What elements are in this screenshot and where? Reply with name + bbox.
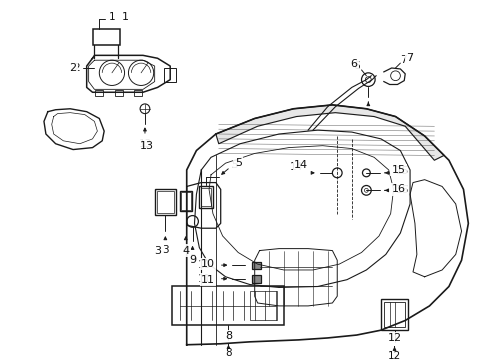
Text: 13: 13 [140, 141, 154, 151]
Text: 15: 15 [390, 165, 405, 175]
Text: 11: 11 [197, 274, 210, 284]
Bar [115, 90, 122, 96]
Text: 4: 4 [182, 244, 189, 255]
Text: 5: 5 [234, 158, 241, 168]
Text: 8: 8 [224, 348, 231, 359]
Text: 16: 16 [395, 185, 408, 195]
Bar [380, 299, 407, 330]
Text: 15: 15 [395, 166, 408, 176]
Text: 6: 6 [353, 61, 359, 71]
Text: 1: 1 [122, 12, 129, 22]
Text: 10: 10 [198, 260, 210, 270]
Text: 7: 7 [406, 53, 413, 63]
Bar [92, 29, 120, 45]
Bar [95, 90, 103, 96]
Text: 12: 12 [386, 333, 401, 343]
Bar [134, 90, 142, 96]
Text: 2: 2 [74, 63, 80, 73]
Bar [172, 287, 283, 325]
Text: 12: 12 [387, 351, 400, 360]
Text: 14: 14 [294, 160, 308, 170]
Text: 5: 5 [230, 160, 237, 170]
Bar [199, 186, 212, 208]
Polygon shape [215, 105, 443, 160]
Text: 9: 9 [188, 255, 196, 265]
Bar [251, 262, 261, 269]
Text: 9: 9 [189, 254, 196, 264]
Text: 6: 6 [349, 59, 357, 69]
Bar [156, 191, 174, 213]
Text: 3: 3 [162, 244, 168, 255]
Text: 7: 7 [399, 55, 406, 65]
Text: 3: 3 [154, 246, 161, 256]
Bar [180, 191, 191, 211]
Bar [154, 189, 176, 215]
Text: 2: 2 [69, 63, 77, 73]
Text: 14: 14 [289, 162, 303, 172]
Bar [383, 302, 405, 327]
Bar [251, 275, 260, 283]
Bar [201, 188, 210, 206]
Bar [164, 68, 176, 82]
Text: 8: 8 [224, 331, 232, 341]
Text: 4: 4 [182, 246, 189, 256]
Text: 16: 16 [390, 184, 405, 194]
Text: 10: 10 [201, 259, 215, 269]
Text: 1: 1 [108, 13, 115, 22]
Bar [181, 192, 190, 210]
Bar [249, 291, 277, 320]
Text: 11: 11 [201, 275, 215, 285]
Text: 13: 13 [138, 139, 151, 149]
